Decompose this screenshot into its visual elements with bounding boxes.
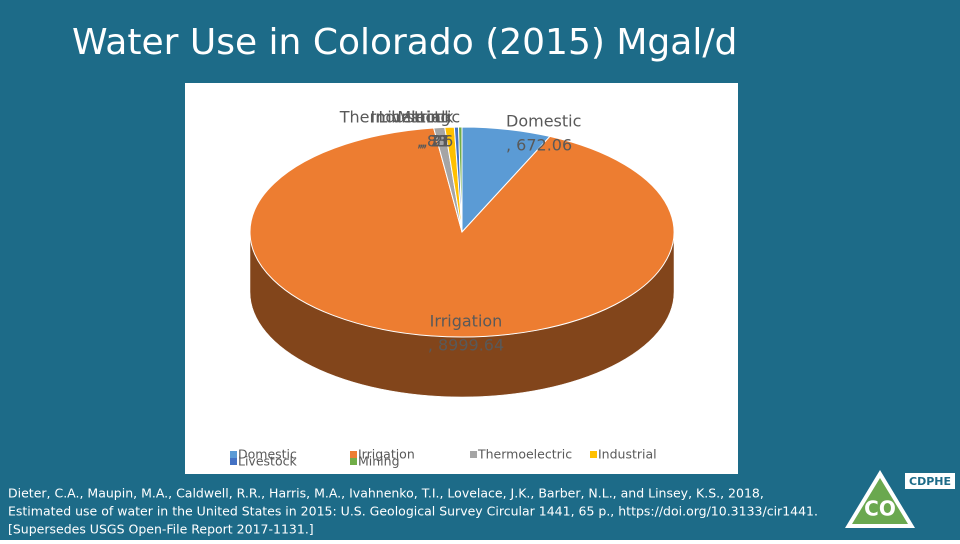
legend-label: Domestic — [238, 447, 297, 462]
slice — [457, 126, 463, 233]
data-label-name: Thermoelectric — [339, 108, 460, 127]
legend-swatch — [470, 451, 477, 458]
data-label-value: , 83 — [417, 132, 448, 151]
logo-state: CO — [864, 497, 896, 521]
data-label-value: , 71 — [419, 132, 450, 151]
pie: Domestic , 672.06 Irrigation , 8999.64 Therm… — [249, 108, 675, 398]
data-label-value: , 8999.64 — [428, 336, 504, 355]
footnote-line: [Supersedes USGS Open-File Report 2017-1… — [8, 522, 314, 537]
data-label-value: , 31 — [421, 132, 452, 151]
logo-mountain — [852, 478, 908, 524]
footnote-line: Estimated use of water in the United Sta… — [8, 504, 818, 519]
legend-label: Mining — [358, 454, 400, 469]
data-label-name: Industrial — [370, 108, 445, 127]
logo: CDPHE CO — [845, 470, 955, 528]
legend-swatch — [230, 451, 237, 458]
legend-label: Thermoelectric — [477, 447, 572, 462]
logo-badge — [905, 473, 955, 489]
data-label-name: Domestic — [506, 112, 581, 131]
data-label-name: Livestock — [378, 108, 454, 127]
legend-label: Livestock — [238, 454, 297, 469]
data-label-value: , 26 — [423, 132, 454, 151]
slice — [249, 127, 675, 338]
legend-label: Industrial — [598, 447, 657, 462]
legend-swatch — [230, 458, 237, 465]
legend-swatch — [350, 458, 357, 465]
footnote-line: Dieter, C.A., Maupin, M.A., Caldwell, R.… — [8, 486, 764, 501]
data-label-name: Irrigation — [430, 312, 503, 331]
legend-swatch — [590, 451, 597, 458]
slide-title: Water Use in Colorado (2015) Mgal/d — [72, 22, 737, 63]
data-label-value: , 672.06 — [506, 136, 572, 155]
data-label-name: Mining — [397, 108, 450, 127]
legend-label: Irrigation — [358, 447, 415, 462]
legend: Domestic Irrigation Thermoelectric Industri… — [230, 447, 657, 469]
legend-swatch — [350, 451, 357, 458]
logo-agency: CDPHE — [909, 475, 951, 488]
